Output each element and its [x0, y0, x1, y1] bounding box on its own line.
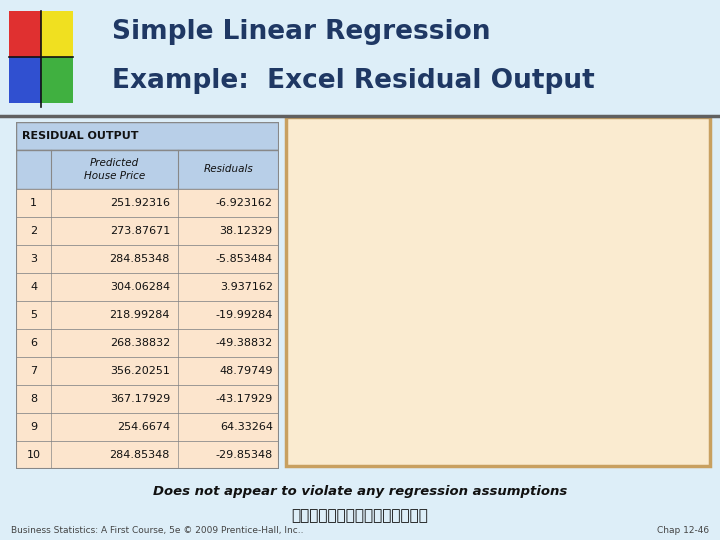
Title: House Price Model Residual Plot: House Price Model Residual Plot — [405, 133, 619, 146]
Text: -49.38832: -49.38832 — [215, 338, 273, 348]
Text: 8: 8 — [30, 394, 37, 404]
Text: 251.92316: 251.92316 — [110, 198, 170, 208]
Text: 273.87671: 273.87671 — [109, 226, 170, 236]
Bar — [16, 357, 279, 385]
Text: 268.38832: 268.38832 — [109, 338, 170, 348]
Text: Predicted
House Price: Predicted House Price — [84, 158, 145, 180]
Text: 6: 6 — [30, 338, 37, 348]
Bar — [16, 329, 279, 357]
Text: 254.6674: 254.6674 — [117, 422, 170, 432]
Text: 218.99284: 218.99284 — [109, 310, 170, 320]
Text: 284.85348: 284.85348 — [109, 450, 170, 460]
Text: 5: 5 — [30, 310, 37, 320]
Text: Example:  Excel Residual Output: Example: Excel Residual Output — [112, 68, 594, 93]
Y-axis label: Residuals: Residuals — [286, 260, 296, 313]
Text: 284.85348: 284.85348 — [109, 254, 170, 264]
Text: 2: 2 — [30, 226, 37, 236]
Text: -43.17929: -43.17929 — [215, 394, 273, 404]
Text: 3.937162: 3.937162 — [220, 282, 273, 292]
Text: 1: 1 — [30, 198, 37, 208]
Text: Chap 12-46: Chap 12-46 — [657, 525, 709, 535]
Point — [513, 377, 524, 386]
Text: 9: 9 — [30, 422, 37, 432]
Text: 10: 10 — [27, 450, 40, 460]
Point — [498, 187, 509, 195]
Bar — [16, 189, 279, 217]
Text: 3: 3 — [30, 254, 37, 264]
Bar — [16, 150, 279, 189]
Bar — [16, 122, 279, 150]
Text: Business Statistics: A First Course, 5e © 2009 Prentice-Hall, Inc..: Business Statistics: A First Course, 5e … — [11, 525, 303, 535]
Text: 367.17929: 367.17929 — [109, 394, 170, 404]
Bar — [16, 441, 279, 469]
Text: RESIDUAL OUTPUT: RESIDUAL OUTPUT — [22, 131, 139, 141]
Bar — [16, 413, 279, 441]
Text: 7: 7 — [30, 366, 37, 376]
Text: 似乎没有违反任何回归模型的假设: 似乎没有违反任何回归模型的假设 — [292, 508, 428, 523]
Text: -5.853484: -5.853484 — [216, 254, 273, 264]
Text: -19.99284: -19.99284 — [215, 310, 273, 320]
X-axis label: Square Feet: Square Feet — [474, 445, 550, 455]
Bar — [16, 217, 279, 245]
Text: 4: 4 — [30, 282, 37, 292]
Point — [531, 344, 542, 353]
Point — [518, 231, 530, 239]
Bar — [16, 273, 279, 301]
Point — [458, 328, 469, 336]
Point — [531, 304, 542, 313]
Text: -29.85348: -29.85348 — [215, 450, 273, 460]
Text: 48.79749: 48.79749 — [220, 366, 273, 376]
Point — [621, 367, 633, 375]
Text: 64.33264: 64.33264 — [220, 422, 273, 432]
Text: 356.20251: 356.20251 — [110, 366, 170, 376]
Text: Residuals: Residuals — [204, 164, 253, 174]
Bar — [16, 301, 279, 329]
Text: -6.923162: -6.923162 — [216, 198, 273, 208]
Text: Simple Linear Regression: Simple Linear Regression — [112, 19, 490, 45]
Text: 304.06284: 304.06284 — [110, 282, 170, 292]
Point — [552, 288, 563, 296]
Text: Does not appear to violate any regression assumptions: Does not appear to violate any regressio… — [153, 485, 567, 498]
Text: 38.12329: 38.12329 — [220, 226, 273, 236]
Bar — [16, 245, 279, 273]
Point — [609, 213, 621, 221]
Bar — [16, 385, 279, 413]
Point — [495, 306, 506, 315]
